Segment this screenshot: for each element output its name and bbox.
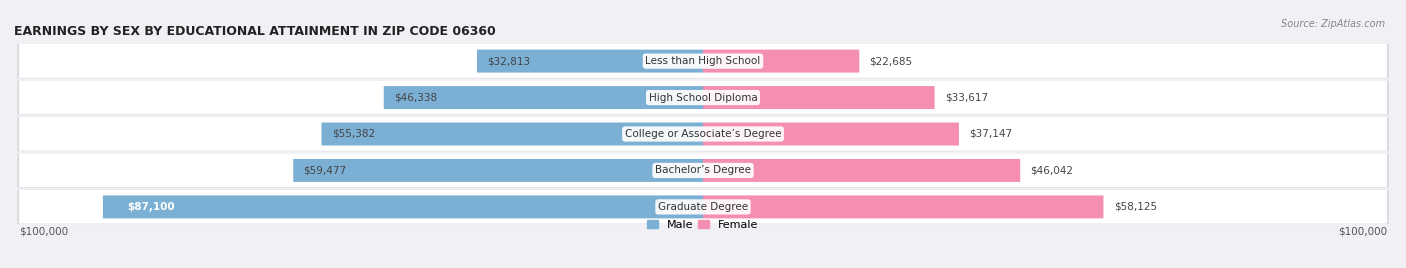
Text: Less than High School: Less than High School [645,56,761,66]
Text: High School Diploma: High School Diploma [648,92,758,103]
FancyBboxPatch shape [18,44,1388,78]
Text: $37,147: $37,147 [969,129,1012,139]
Text: EARNINGS BY SEX BY EDUCATIONAL ATTAINMENT IN ZIP CODE 06360: EARNINGS BY SEX BY EDUCATIONAL ATTAINMEN… [14,25,496,38]
FancyBboxPatch shape [384,86,703,109]
Text: Bachelor’s Degree: Bachelor’s Degree [655,165,751,176]
Text: $46,042: $46,042 [1031,165,1074,176]
FancyBboxPatch shape [17,80,1389,115]
Text: $100,000: $100,000 [18,227,67,237]
Text: Source: ZipAtlas.com: Source: ZipAtlas.com [1281,19,1385,29]
FancyBboxPatch shape [703,122,959,146]
Text: $55,382: $55,382 [332,129,375,139]
Text: $32,813: $32,813 [488,56,530,66]
FancyBboxPatch shape [17,153,1389,188]
Text: $46,338: $46,338 [394,92,437,103]
FancyBboxPatch shape [322,122,703,146]
FancyBboxPatch shape [703,50,859,73]
Text: College or Associate’s Degree: College or Associate’s Degree [624,129,782,139]
FancyBboxPatch shape [17,44,1389,78]
Text: $58,125: $58,125 [1114,202,1157,212]
FancyBboxPatch shape [18,80,1388,114]
Legend: Male, Female: Male, Female [643,215,763,234]
FancyBboxPatch shape [18,153,1388,187]
FancyBboxPatch shape [18,190,1388,224]
FancyBboxPatch shape [477,50,703,73]
Text: $87,100: $87,100 [127,202,174,212]
FancyBboxPatch shape [703,195,1104,218]
FancyBboxPatch shape [103,195,703,218]
FancyBboxPatch shape [703,159,1021,182]
Text: $22,685: $22,685 [870,56,912,66]
FancyBboxPatch shape [294,159,703,182]
FancyBboxPatch shape [703,86,935,109]
FancyBboxPatch shape [17,117,1389,151]
Text: $33,617: $33,617 [945,92,988,103]
Text: Graduate Degree: Graduate Degree [658,202,748,212]
Text: $59,477: $59,477 [304,165,347,176]
FancyBboxPatch shape [18,117,1388,151]
Text: $100,000: $100,000 [1339,227,1388,237]
FancyBboxPatch shape [17,190,1389,224]
